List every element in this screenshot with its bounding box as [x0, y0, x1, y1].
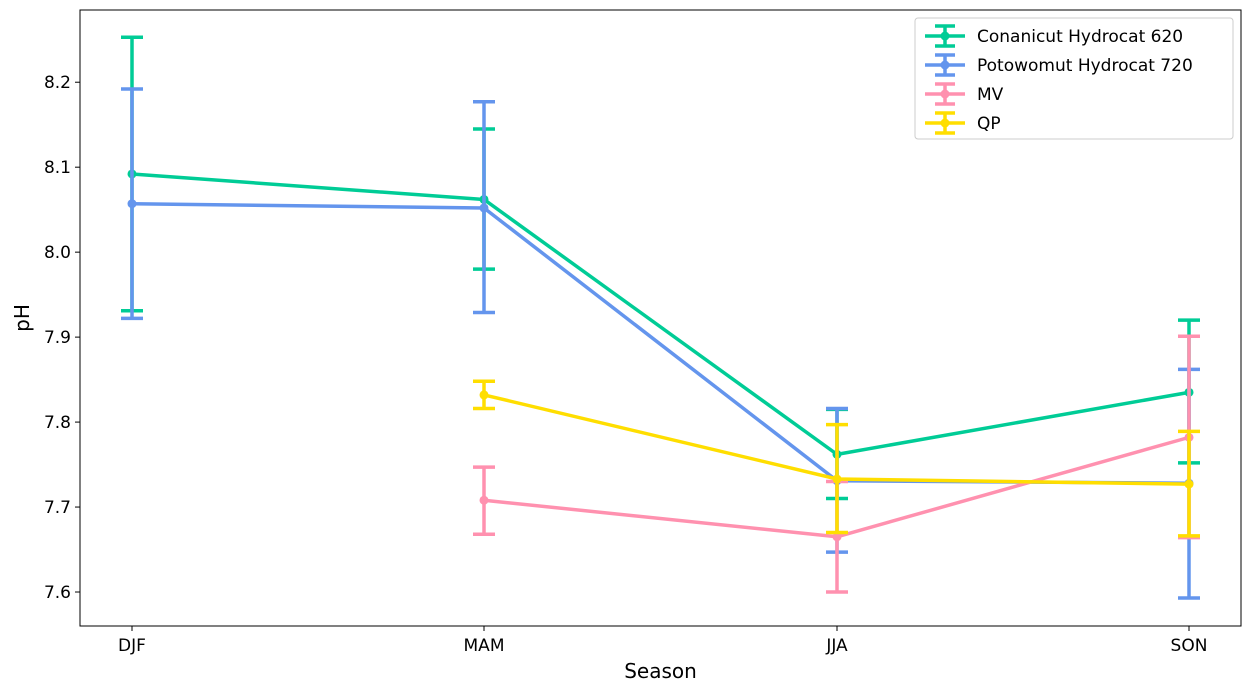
y-tick-label: 8.1: [44, 158, 71, 178]
y-tick-label: 7.7: [44, 498, 71, 518]
legend: Conanicut Hydrocat 620 Potowomut Hydrocat…: [914, 17, 1234, 140]
legend-swatch-marker: [940, 118, 950, 128]
series-line: [131, 172, 1190, 457]
data-point: [479, 390, 489, 400]
legend-frame: [914, 17, 1234, 140]
x-tick-label: MAM: [464, 636, 505, 656]
chart-marks: [121, 35, 1200, 600]
series-3: [473, 379, 1200, 538]
x-tick-label: SON: [1171, 636, 1208, 656]
legend-label: MV: [977, 85, 1004, 105]
data-point: [832, 532, 842, 542]
x-tick-label: DJF: [118, 636, 146, 656]
legend-swatch-marker: [940, 89, 950, 99]
y-tick-label: 8.0: [44, 243, 71, 263]
y-tick-label: 7.8: [44, 413, 71, 433]
y-tick-label: 7.6: [44, 583, 71, 603]
data-point: [479, 203, 489, 213]
y-axis-title: pH: [10, 304, 34, 332]
legend-label: Conanicut Hydrocat 620: [977, 27, 1183, 47]
x-tick-label: JJA: [825, 636, 848, 656]
legend-swatch-marker: [940, 60, 950, 70]
data-point: [1184, 479, 1194, 489]
data-point: [127, 199, 137, 209]
y-tick-label: 7.9: [44, 328, 71, 348]
legend-label: QP: [977, 114, 1001, 134]
axes: DJF MAM JJA SON 7.6 7.7 7.8 7.9 8.0 8.1 8.2: [44, 73, 1207, 656]
data-point: [832, 474, 842, 484]
y-tick-label: 8.2: [44, 73, 71, 93]
legend-swatch-marker: [940, 31, 950, 41]
x-axis-title: Season: [624, 659, 697, 683]
data-point: [479, 495, 489, 505]
legend-label: Potowomut Hydrocat 720: [977, 56, 1193, 76]
